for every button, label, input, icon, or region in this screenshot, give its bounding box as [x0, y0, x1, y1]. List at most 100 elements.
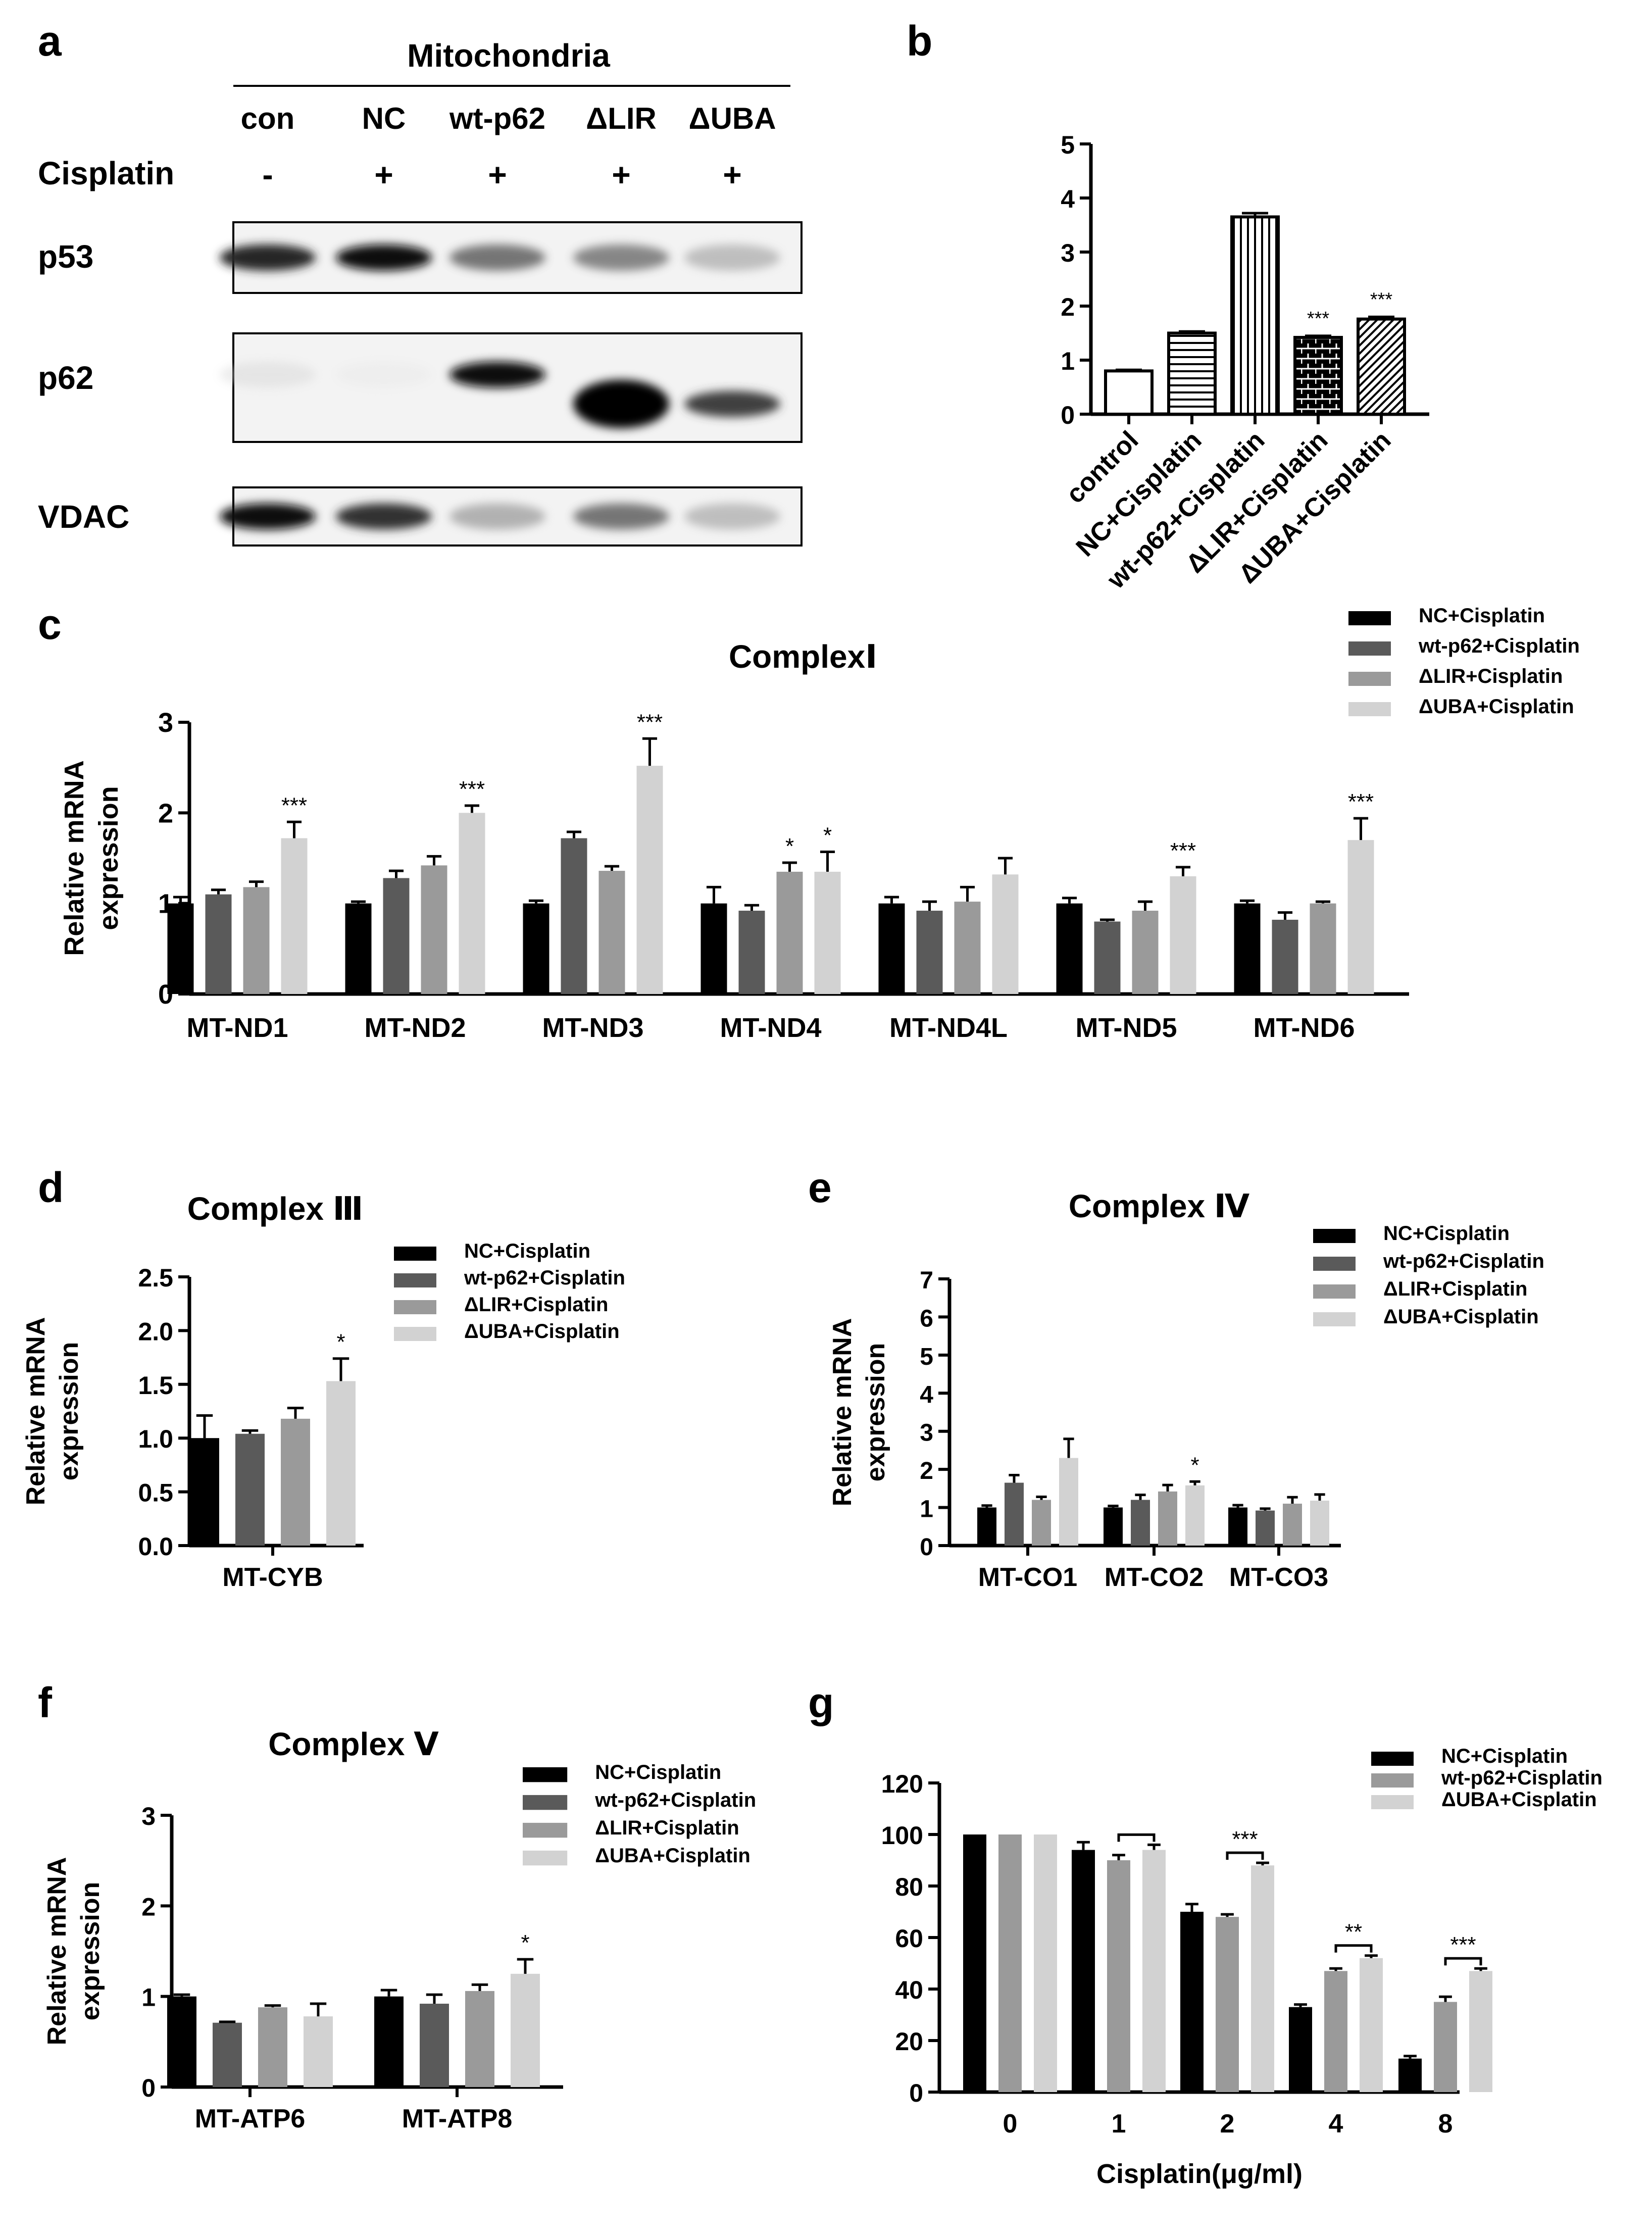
y-tick-label: 100 [881, 1821, 923, 1850]
legend-label: wt-p62+Cisplatin [464, 1267, 625, 1289]
y-tick-label: 3 [158, 708, 173, 738]
bar [916, 911, 943, 994]
bar [1185, 1485, 1205, 1546]
blot-treatment-sign: + [374, 157, 393, 193]
x-category-label: MT-ND4 [720, 1013, 822, 1043]
bar [1216, 1917, 1239, 2092]
bar [383, 878, 410, 994]
panel-d-chart: 0.0 0.5 1.0 1.5 2.0 2.5 MT-CYB * Complex Ⅲ Relati… [21, 1190, 625, 1592]
bar [1289, 2007, 1312, 2092]
legend-label: NC+Cisplatin [1419, 605, 1545, 627]
bar [420, 2004, 449, 2087]
x-category-label: 1 [1112, 2109, 1126, 2139]
y-tick-label: 1 [920, 1496, 933, 1523]
legend-label: wt-p62+Cisplatin [594, 1789, 756, 1811]
legend-swatch [1313, 1257, 1356, 1271]
panel-g-chart: 02040608010012001248Cell vability(%of co… [881, 1745, 1603, 2189]
bar [1434, 2002, 1457, 2092]
blot-band [684, 503, 780, 530]
blot-lane-label: wt-p62 [449, 102, 545, 135]
x-category-label: 2 [1220, 2109, 1235, 2139]
blot-header: Mitochondria [407, 37, 610, 74]
legend-swatch [1348, 641, 1391, 656]
y-tick-label: 7 [920, 1267, 933, 1294]
y-tick-label: 0 [1061, 401, 1075, 429]
bar [1034, 1834, 1057, 2092]
panel-label-c: c [38, 601, 62, 648]
bar [235, 1433, 265, 1546]
y-tick-label: 2 [158, 798, 173, 828]
bar [1158, 1491, 1177, 1546]
blot-band [336, 503, 432, 530]
y-tick-label: 2.5 [138, 1264, 173, 1292]
legend-swatch [394, 1273, 436, 1287]
x-category-label: MT-CYB [222, 1563, 323, 1592]
blot-lane-label: NC [362, 102, 406, 135]
y-tick-label: 3 [1061, 239, 1075, 267]
bar [304, 2016, 333, 2087]
blot-band [573, 379, 669, 428]
bar [243, 887, 270, 994]
bar [1357, 317, 1406, 416]
x-category-label: 8 [1438, 2109, 1453, 2139]
bar [1104, 1507, 1123, 1546]
bar [1230, 215, 1280, 416]
blot-band [220, 361, 316, 388]
significance-mark: ** [1345, 1920, 1362, 1945]
bar [281, 838, 308, 994]
bar [636, 766, 663, 994]
x-category-label: MT-ATP8 [402, 2104, 513, 2133]
y-tick-label: 1 [1061, 347, 1075, 375]
bar [345, 903, 372, 994]
bar [1142, 1850, 1166, 2092]
bar [1072, 1850, 1095, 2092]
bar [459, 813, 485, 994]
legend-label: wt-p62+Cisplatin [1418, 635, 1580, 657]
y-tick-label: 3 [920, 1420, 933, 1447]
y-tick-label: 2 [1061, 293, 1075, 321]
significance-bracket [1334, 1944, 1373, 1953]
blot-treatment-sign: - [262, 157, 273, 193]
y-tick-label: 2 [920, 1458, 933, 1484]
significance-mark: * [1190, 1453, 1199, 1477]
y-tick-label: 20 [895, 2027, 923, 2056]
legend-swatch [1371, 1773, 1414, 1788]
panel-label-e: e [808, 1164, 832, 1211]
bar [598, 871, 625, 994]
y-axis-label: expression [93, 786, 124, 930]
blot-band [573, 503, 669, 530]
y-tick-label: 60 [895, 1924, 923, 1953]
y-axis-label: expression [861, 1343, 890, 1482]
bar [167, 903, 194, 994]
significance-bracket [1226, 1851, 1264, 1860]
x-category-label: MT-CO2 [1105, 1563, 1204, 1592]
legend-swatch [1348, 702, 1391, 716]
x-category-label: MT-ND4L [889, 1013, 1008, 1043]
y-axis-label: expression [55, 1342, 84, 1481]
bar [1360, 1958, 1383, 2092]
legend-label: wt-p62+Cisplatin [1383, 1250, 1544, 1272]
blot-treatment-sign: + [488, 157, 507, 193]
blot-lane-label: ΔLIR [586, 102, 657, 135]
y-tick-label: 2.0 [138, 1317, 173, 1346]
blot-lane-label: ΔUBA [688, 102, 776, 135]
legend-swatch [394, 1247, 436, 1261]
legend-swatch [394, 1327, 436, 1341]
significance-mark: * [785, 834, 794, 859]
chart-title: Complex Ⅴ [268, 1726, 439, 1762]
legend-swatch [523, 1795, 568, 1810]
bar [1256, 1510, 1275, 1546]
y-tick-label: 1.0 [138, 1425, 173, 1453]
legend-label: ΔLIR+Cisplatin [1419, 665, 1563, 687]
blot-row-label: VDAC [38, 499, 129, 535]
legend-label: ΔUBA+Cisplatin [1441, 1789, 1597, 1811]
significance-mark: *** [1232, 1827, 1258, 1852]
x-category-label: MT-ND1 [187, 1013, 288, 1043]
y-tick-label: 120 [881, 1770, 923, 1798]
y-tick-label: 0 [141, 2074, 156, 2102]
chart-title: ComplexⅠ [729, 638, 877, 675]
bar [1131, 1500, 1150, 1546]
bar [421, 865, 447, 994]
y-tick-label: 4 [1061, 185, 1075, 213]
